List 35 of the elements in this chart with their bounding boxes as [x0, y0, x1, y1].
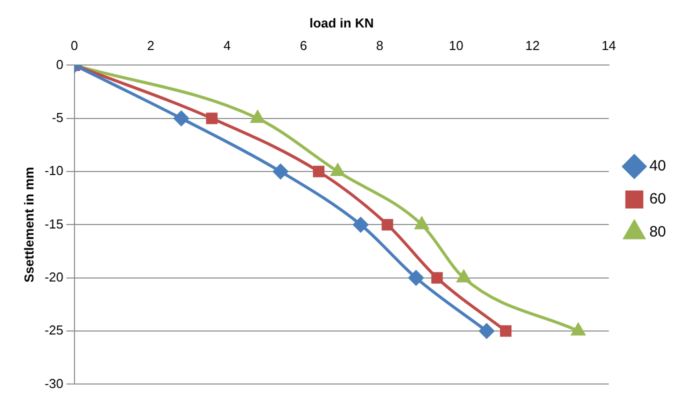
point	[408, 270, 424, 286]
x-tick-label: 12	[525, 38, 540, 53]
legend-label: 40	[649, 158, 666, 175]
x-tick-label: 14	[602, 38, 616, 53]
point	[572, 324, 585, 336]
x-tick-label: 4	[223, 38, 231, 53]
legend-label: 60	[649, 190, 666, 208]
x-tick-label: 6	[300, 38, 308, 53]
point	[353, 217, 368, 232]
x-tick-label: 10	[448, 38, 464, 53]
x-tick-label: 8	[376, 38, 384, 53]
point	[415, 217, 428, 230]
point	[331, 164, 344, 176]
point	[479, 324, 494, 339]
y-tick-label: -20	[44, 269, 64, 284]
y-tick-label: -15	[44, 216, 64, 232]
point	[457, 270, 470, 282]
y-tick-label: 0	[56, 56, 64, 72]
x-tick-label: 2	[147, 38, 154, 53]
y-axis-title: Ssettlement in mm	[21, 166, 36, 282]
point	[312, 166, 324, 178]
point	[500, 325, 512, 337]
legend-label: 80	[649, 224, 666, 241]
point	[206, 112, 218, 124]
x-axis-title: load in KN	[309, 15, 374, 30]
point	[174, 110, 189, 126]
y-tick-label: -5	[52, 110, 64, 125]
x-tick-label: 0	[70, 38, 78, 53]
point	[250, 110, 264, 123]
y-tick-label: -30	[44, 376, 64, 391]
point	[431, 272, 443, 284]
y-tick-label: -25	[44, 322, 64, 338]
point	[273, 164, 288, 180]
point	[382, 218, 394, 230]
y-tick-label: -10	[44, 163, 64, 178]
